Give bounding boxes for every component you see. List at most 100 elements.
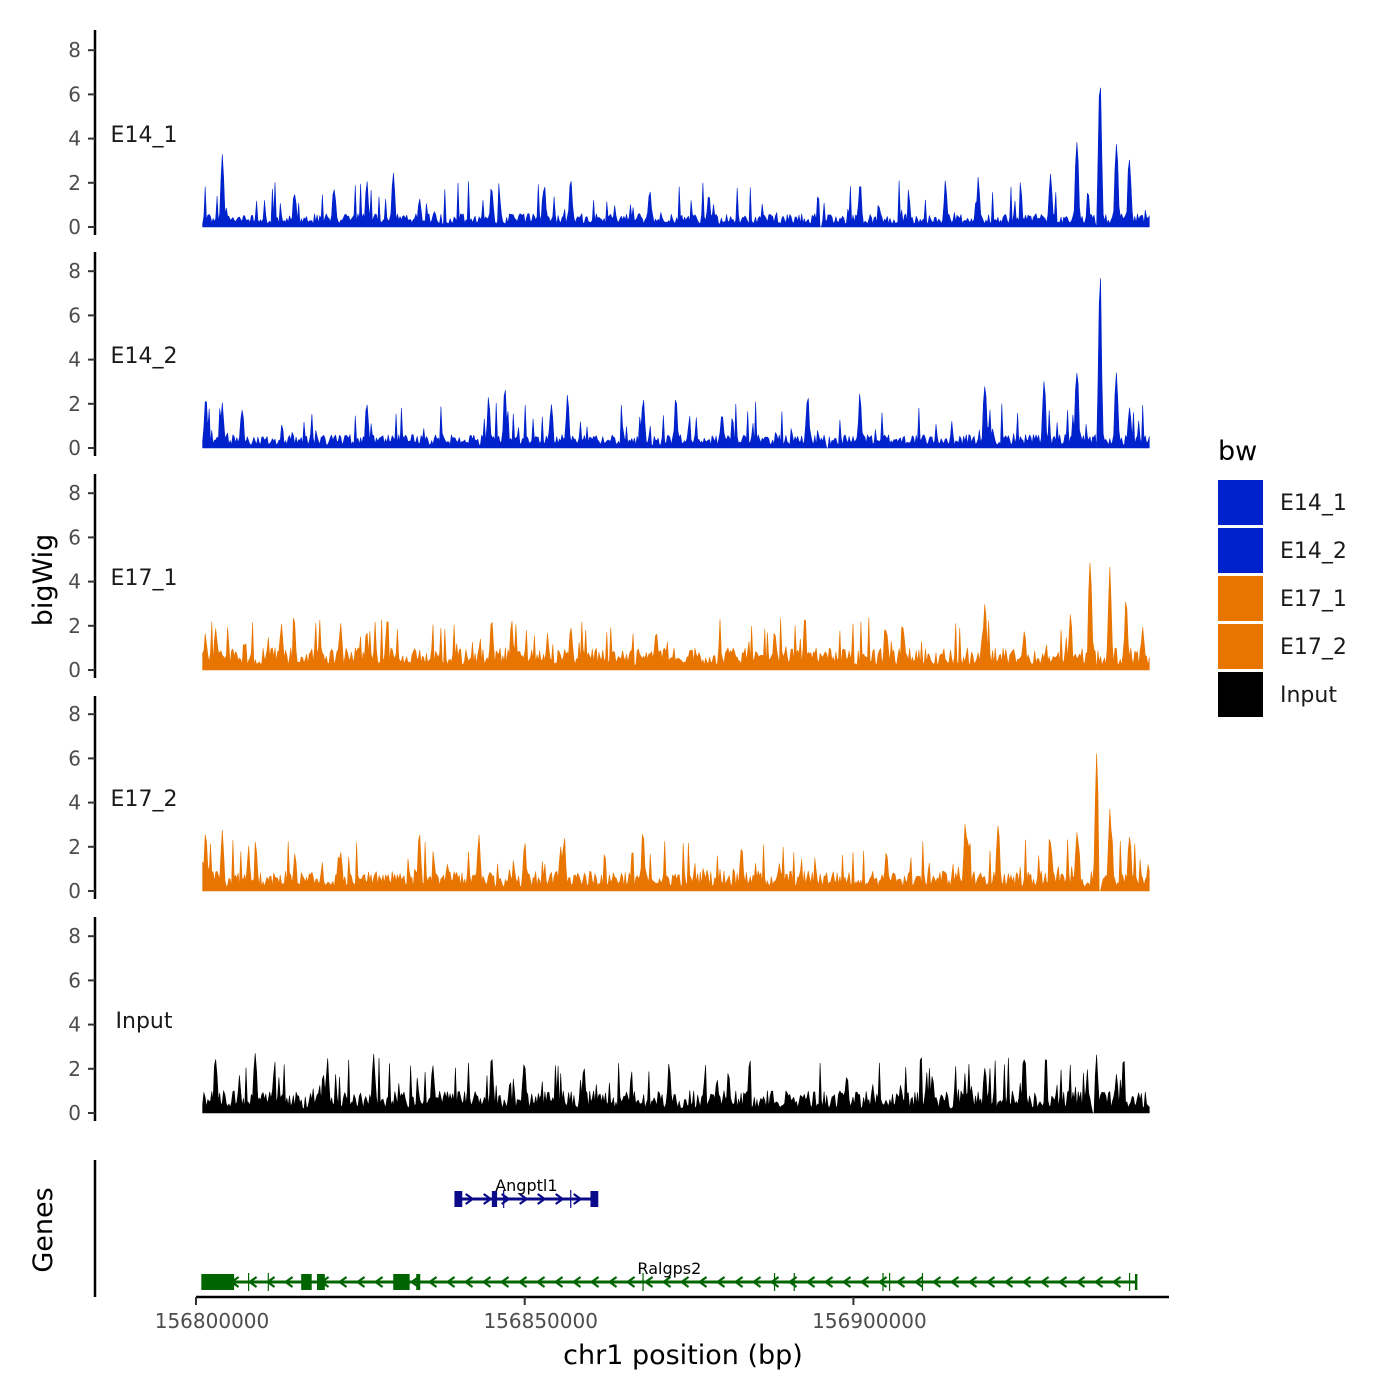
strand-arrow (1093, 1276, 1104, 1288)
strand-arrow (537, 1193, 547, 1205)
strand-arrow (571, 1276, 582, 1288)
track-label: E14_2 (111, 344, 178, 369)
strand-arrow (465, 1193, 475, 1205)
strand-arrow (913, 1276, 924, 1288)
y-tick-label: 4 (68, 1013, 81, 1037)
strand-arrow (841, 1276, 852, 1288)
strand-arrow (337, 1276, 348, 1288)
strand-arrow (715, 1276, 726, 1288)
strand-arrow (733, 1276, 744, 1288)
strand-arrow (355, 1276, 366, 1288)
exon (455, 1191, 463, 1207)
strand-arrow (859, 1276, 870, 1288)
strand-arrow (679, 1276, 690, 1288)
strand-arrow (967, 1276, 978, 1288)
y-tick-label: 2 (68, 392, 81, 416)
strand-arrow (805, 1276, 816, 1288)
strand-arrow (1021, 1276, 1032, 1288)
strand-arrow (1003, 1276, 1014, 1288)
legend-label: E17_1 (1280, 587, 1347, 612)
exon (301, 1274, 312, 1290)
y-tick-label: 2 (68, 835, 81, 859)
strand-arrow (607, 1276, 618, 1288)
strand-arrow (427, 1276, 438, 1288)
x-tick-label: 156800000 (155, 1309, 270, 1333)
strand-arrow (877, 1276, 888, 1288)
legend-label: E17_2 (1280, 635, 1347, 660)
y-tick-label: 4 (68, 348, 81, 372)
y-axis-title: bigWig (28, 534, 59, 627)
x-axis-title: chr1 position (bp) (563, 1340, 803, 1371)
strand-arrow (949, 1276, 960, 1288)
strand-arrow (823, 1276, 834, 1288)
y-tick-label: 2 (68, 1057, 81, 1081)
y-tick-label: 6 (68, 303, 81, 327)
strand-arrow (661, 1276, 672, 1288)
y-tick-label: 8 (68, 259, 81, 283)
y-tick-label: 6 (68, 525, 81, 549)
strand-arrow (481, 1276, 492, 1288)
strand-arrow (985, 1276, 996, 1288)
y-tick-label: 0 (68, 658, 81, 682)
y-tick-label: 0 (68, 215, 81, 239)
strand-arrow (1039, 1276, 1050, 1288)
legend: bw E14_1 E14_2 E17_1 E17_2 Input (1218, 436, 1347, 717)
y-tick-label: 0 (68, 436, 81, 460)
track-label: E17_1 (111, 566, 178, 591)
x-tick-label: 156900000 (812, 1309, 927, 1333)
legend-key-Input (1218, 672, 1263, 717)
strand-arrow (751, 1276, 762, 1288)
legend-title: bw (1218, 436, 1257, 467)
strand-arrow (553, 1276, 564, 1288)
gene-Ralgps2: Ralgps2 (201, 1259, 1138, 1291)
strand-arrow (247, 1276, 258, 1288)
legend-key-E14_2 (1218, 528, 1263, 573)
track-label: E17_2 (111, 787, 178, 812)
exon (316, 1274, 325, 1290)
exon (393, 1274, 410, 1290)
y-tick-label: 8 (68, 38, 81, 62)
strand-arrow (589, 1276, 600, 1288)
y-tick-label: 0 (68, 1101, 81, 1125)
track-label: Input (116, 1009, 173, 1034)
strand-arrow (519, 1193, 529, 1205)
gene-label: Angptl1 (495, 1176, 557, 1195)
y-tick-label: 8 (68, 924, 81, 948)
x-tick-label: 156850000 (483, 1309, 598, 1333)
y-tick-label: 8 (68, 702, 81, 726)
signal-area-E14_2 (202, 278, 1150, 449)
y-tick-label: 6 (68, 82, 81, 106)
signal-area-E14_1 (202, 87, 1150, 228)
gene-label: Ralgps2 (637, 1259, 701, 1278)
strand-arrow (265, 1276, 276, 1288)
y-tick-label: 4 (68, 570, 81, 594)
gene-annotation-track: Angptl1 Ralgps2 (93, 1160, 1138, 1297)
legend-key-E17_2 (1218, 624, 1263, 669)
track-Input: 0 2 4 6 8 Input (68, 917, 1150, 1125)
track-E14_1: 0 2 4 6 8 E14_1 (68, 30, 1150, 239)
strand-arrow (697, 1276, 708, 1288)
exon (491, 1191, 498, 1207)
y-tick-label: 4 (68, 791, 81, 815)
track-E17_1: 0 2 4 6 8 E17_1 (68, 474, 1150, 682)
strand-arrow (573, 1193, 583, 1205)
signal-area-E17_2 (202, 753, 1150, 892)
legend-label: Input (1280, 683, 1337, 708)
genes-track-title: Genes (28, 1187, 59, 1272)
exon (202, 1274, 235, 1290)
strand-arrow (483, 1193, 493, 1205)
strand-arrow (1111, 1276, 1122, 1288)
legend-key-E14_1 (1218, 480, 1263, 525)
strand-arrow (931, 1276, 942, 1288)
legend-label: E14_1 (1280, 491, 1347, 516)
strand-arrow (643, 1276, 654, 1288)
strand-arrow (625, 1276, 636, 1288)
track-label: E14_1 (111, 123, 178, 148)
strand-arrow (373, 1276, 384, 1288)
strand-arrow (445, 1276, 456, 1288)
strand-arrow (517, 1276, 528, 1288)
exon (416, 1274, 421, 1290)
strand-arrow (463, 1276, 474, 1288)
strand-arrow (895, 1276, 906, 1288)
